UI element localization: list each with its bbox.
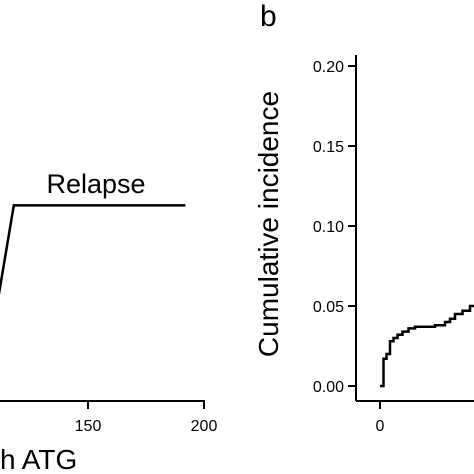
panel-b-x-tick-label: 0 <box>376 418 385 435</box>
panel-b-y-tick-label: 0.05 <box>313 299 344 316</box>
panel-b-y-tick-label: 0.10 <box>313 219 344 236</box>
panel-b-y-axis-title: Cumulative incidence <box>253 91 284 357</box>
panel-a-x-ticks: 150 200 <box>75 401 218 435</box>
panel-b-y-ticks: 0.00 0.05 0.10 0.15 0.20 <box>313 59 356 396</box>
panel-b-x-ticks: 0 <box>376 401 385 435</box>
panel-a-x-tick-label: 150 <box>75 418 102 435</box>
panel-b-y-tick-label: 0.00 <box>313 379 344 396</box>
panel-b-step-line <box>380 304 474 388</box>
panel-a-x-axis-title: h ATG <box>0 444 77 474</box>
panel-a-annotation: Relapse <box>46 169 145 199</box>
panel-b-y-tick-label: 0.15 <box>313 139 344 156</box>
panel-b-y-tick-label: 0.20 <box>313 59 344 76</box>
panel-a-x-tick-label: 200 <box>191 418 218 435</box>
panel-b: b 0.00 0.05 0.10 0.15 0.20 0 Cumulative inci… <box>253 0 474 435</box>
panel-a-step-line <box>0 204 186 318</box>
panel-a: 150 200 Relapse h ATG <box>0 169 217 474</box>
panel-b-letter: b <box>260 0 277 33</box>
